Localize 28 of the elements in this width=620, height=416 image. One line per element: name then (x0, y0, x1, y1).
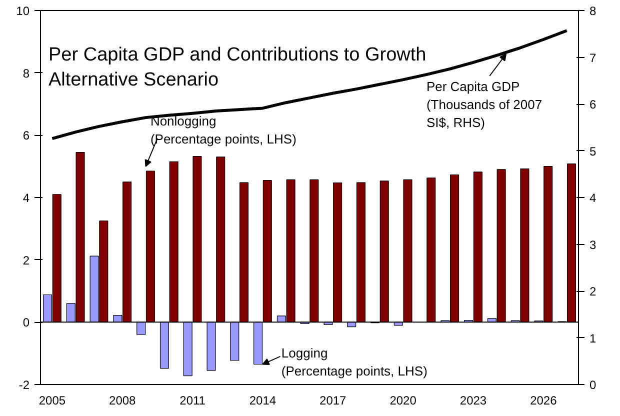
y-tick-label: -2 (18, 378, 30, 392)
y-tick-label: 6 (22, 128, 30, 143)
y2-tick-label: 6 (590, 98, 596, 112)
x-tick-label: 2014 (249, 394, 276, 408)
y2-tick-label: 1 (590, 331, 596, 346)
x-tick-label: 2011 (180, 394, 206, 408)
x-tick-label: 2020 (390, 394, 417, 408)
annotation: Per Capita GDP (Thousands of 2007 SI$, RHS) (426, 79, 542, 130)
x-tick-label: 2017 (320, 394, 347, 408)
y-tick-label: 2 (22, 253, 30, 268)
y2-tick-label: 2 (590, 284, 596, 298)
annotation: Nonlogging (Percentage points, LHS) (150, 113, 296, 146)
x-tick-label: 2005 (38, 394, 66, 408)
text: Per Capita GDP and Contributions to Growth Alternative Scenario (48, 44, 426, 91)
x-tick-label: 2008 (109, 394, 136, 408)
y2-tick-label: 7 (590, 50, 596, 65)
y2-tick-label: 3 (590, 238, 596, 252)
y-tick-label: 4 (22, 191, 30, 205)
x-tick-label: 2026 (530, 394, 558, 408)
y2-tick-label: 4 (590, 191, 596, 205)
y2-tick-label: 8 (590, 4, 596, 18)
y-tick-label: 10 (16, 4, 30, 18)
y2-tick-label: 5 (590, 144, 596, 158)
annotation: Logging (Percentage points, LHS) (281, 346, 428, 379)
y2-tick-label: 0 (590, 378, 596, 392)
y-tick-label: 0 (22, 316, 30, 330)
x-tick-label: 2023 (460, 394, 487, 408)
y-tick-label: 8 (22, 66, 30, 80)
